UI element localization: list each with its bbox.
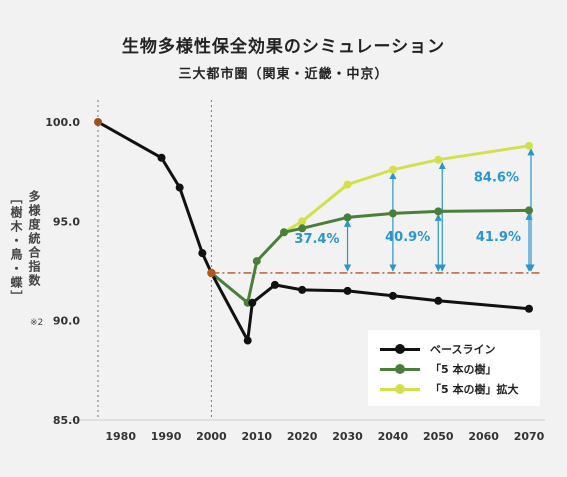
- annotation-label: 84.6%: [474, 171, 519, 186]
- data-point: [248, 298, 257, 307]
- y-axis-note: ※2: [30, 318, 44, 328]
- scenario-start-point: [207, 268, 216, 278]
- data-point: [388, 209, 397, 218]
- data-point: [298, 285, 307, 294]
- y-tick-label: 95.0: [53, 215, 80, 228]
- chart-subtitle: 三大都市圏（関東・近畿・中京）: [178, 67, 389, 82]
- data-point: [270, 280, 279, 289]
- legend-label: 「5 本の樹」: [430, 363, 497, 376]
- x-tick-label: 2050: [423, 430, 454, 443]
- legend: ベースライン 「5 本の樹」 「5 本の樹」拡大: [368, 330, 540, 406]
- data-point: [343, 180, 352, 189]
- chart-title: 生物多様性保全効果のシミュレーション: [121, 37, 446, 57]
- data-point: [280, 228, 289, 237]
- data-point: [343, 213, 352, 222]
- x-tick-label: 1980: [105, 430, 136, 443]
- data-point: [343, 286, 352, 295]
- data-point: [434, 296, 443, 305]
- data-point: [198, 249, 207, 258]
- legend-item-5trees-expanded: 「5 本の樹」拡大: [380, 380, 518, 398]
- data-point: [94, 118, 102, 126]
- x-tick-label: 2020: [287, 430, 318, 443]
- data-point: [525, 141, 533, 150]
- y-tick-label: 90.0: [53, 315, 80, 328]
- data-point: [434, 207, 443, 216]
- x-tick-label: 2000: [196, 430, 227, 443]
- data-point: [157, 153, 166, 162]
- data-point: [388, 165, 397, 174]
- x-tick-label: 2060: [468, 430, 499, 443]
- x-tick-label: 2040: [378, 430, 409, 443]
- legend-label: 「5 本の樹」拡大: [430, 383, 519, 396]
- annotation-label: 41.9%: [476, 230, 521, 245]
- x-tick-label: 1990: [151, 430, 182, 443]
- data-point: [388, 291, 397, 300]
- data-point: [243, 336, 252, 345]
- legend-swatch: [380, 383, 420, 394]
- legend-swatch: [380, 343, 420, 354]
- legend-item-5trees: 「5 本の樹」: [380, 360, 496, 378]
- y-axis-subtitle: ［樹木・鳥・蝶］: [9, 192, 23, 304]
- data-point: [525, 304, 533, 313]
- x-tick-label: 2070: [514, 430, 545, 443]
- data-point: [434, 155, 443, 164]
- data-point: [298, 217, 307, 226]
- data-point: [525, 206, 533, 215]
- y-axis-title: 多様度統合指数: [27, 190, 41, 288]
- data-point: [175, 183, 184, 192]
- y-axis-label: 多様度統合指数 ［樹木・鳥・蝶］ ※2: [6, 190, 46, 340]
- legend-swatch: [380, 363, 420, 374]
- legend-item-baseline: ベースライン: [380, 340, 495, 358]
- annotation-label: 40.9%: [385, 230, 430, 245]
- x-tick-label: 2030: [332, 430, 363, 443]
- y-tick-label: 100.0: [45, 116, 80, 129]
- data-point: [298, 224, 307, 233]
- annotation-label: 37.4%: [294, 232, 339, 247]
- legend-label: ベースライン: [430, 343, 496, 356]
- y-tick-label: 85.0: [53, 414, 80, 427]
- series-line: [210, 208, 530, 305]
- x-tick-label: 2010: [241, 430, 272, 443]
- data-point: [252, 257, 261, 266]
- series-line: [283, 144, 530, 234]
